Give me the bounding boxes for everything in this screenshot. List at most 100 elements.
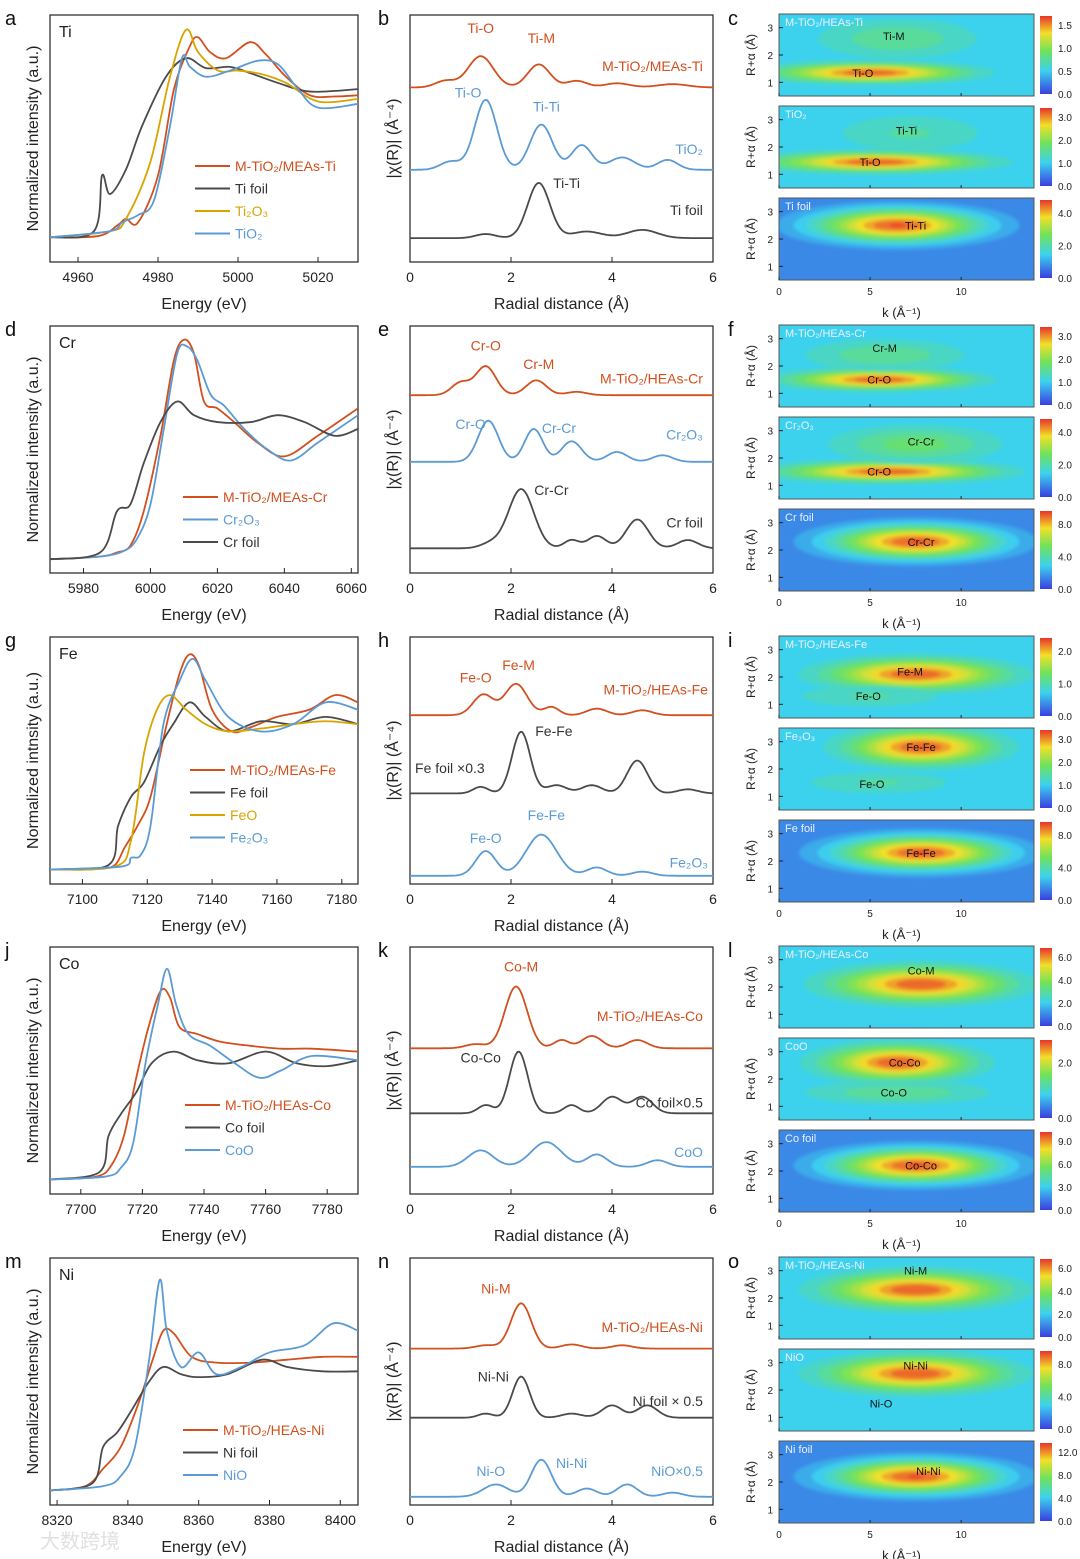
- panel-letter: l: [728, 940, 732, 962]
- peak-label: Ni-O: [476, 1463, 505, 1479]
- y-tick-label: 1: [767, 1194, 773, 1205]
- colorbar-tick-label: 0.0: [1058, 493, 1072, 504]
- y-tick-label: 1: [767, 389, 773, 400]
- x-axis-label: k (Å⁻¹): [882, 1237, 921, 1252]
- feature-label: Fe-O: [856, 691, 882, 703]
- heatmap-contours: [811, 728, 1019, 793]
- legend-label: FeO: [230, 807, 257, 823]
- peak-label: Cr-O: [455, 416, 485, 432]
- series-line: [410, 730, 714, 795]
- x-tick-label: 5000: [222, 269, 253, 285]
- y-axis-label: Normalized intensity (a.u.): [25, 1289, 42, 1475]
- x-axis-label: Radial distance (Å): [494, 294, 629, 313]
- y-axis-label: R+α (Å): [743, 1150, 758, 1192]
- heatmap-contour: [900, 742, 942, 753]
- colorbar-tick-label: 4.0: [1058, 209, 1072, 220]
- x-tick-label: 6: [709, 1201, 717, 1217]
- heatmap-contour: [890, 1368, 941, 1379]
- series-line: [50, 1358, 358, 1492]
- colorbar-tick-label: 1.0: [1058, 44, 1072, 55]
- heatmap-field: [779, 636, 1034, 718]
- y-tick-label: 3: [767, 427, 773, 438]
- colorbar: [1040, 1443, 1052, 1521]
- y-tick-label: 1: [767, 1321, 773, 1332]
- heatmap-field: [779, 14, 1034, 96]
- x-tick-label: 10: [956, 909, 968, 920]
- y-axis-label: R+α (Å): [743, 1461, 758, 1503]
- feature-label: Ti-O: [852, 68, 873, 80]
- y-axis-label: |χ(R)| (Å⁻⁴): [383, 98, 402, 178]
- x-tick-label: 5: [867, 1219, 873, 1230]
- heatmap-contour: [854, 376, 905, 383]
- heatmap-field: [779, 728, 1034, 810]
- x-tick-label: 4: [608, 1512, 616, 1528]
- heatmap-contours: [779, 339, 997, 393]
- x-tick-label: 4980: [142, 269, 173, 285]
- y-axis-label: R+α (Å): [743, 966, 758, 1008]
- series-label: Cr foil: [666, 515, 703, 531]
- x-tick-label: 4960: [62, 269, 93, 285]
- heatmap-field: [779, 946, 1034, 1028]
- x-tick-label: 0: [406, 1512, 414, 1528]
- panel-m: m 8320 8340 8360 8380 8400 Energy (eV) Normaliz…: [5, 1251, 359, 1556]
- x-tick-label: 8380: [254, 1512, 285, 1528]
- panel-c: c M-TiO₂/HEAs-Ti Ti-M Ti-O 1 2 3 R+α (Å) 0.0 0.5 1…: [728, 8, 1072, 320]
- x-tick-label: 0: [776, 1530, 782, 1541]
- heatmap-contour: [889, 128, 931, 139]
- y-tick-label: 3: [767, 1359, 773, 1370]
- legend-label: TiO₂: [235, 226, 262, 242]
- colorbar-tick-label: 2.0: [1058, 1058, 1072, 1069]
- colorbar: [1040, 200, 1052, 278]
- panel-letter: g: [5, 630, 16, 652]
- y-axis-label: R+α (Å): [743, 126, 758, 168]
- x-tick-label: 4: [608, 269, 616, 285]
- panel-l: l M-TiO₂/HEAs-Co Co-M 1 2 3 R+α (Å) 0.0 2.0 4.0 6.…: [728, 940, 1072, 1252]
- colorbar-tick-label: 4.0: [1058, 1287, 1072, 1298]
- series-label: M-TiO₂/MEAs-Ti: [602, 58, 703, 74]
- heatmap-contour: [843, 1085, 952, 1100]
- subplot-title: Ni foil: [785, 1444, 813, 1456]
- heatmap-contour: [876, 1057, 919, 1068]
- heatmap-contour: [851, 27, 944, 51]
- colorbar-tick-label: 6.0: [1058, 953, 1072, 964]
- x-tick-label: 7700: [65, 1201, 96, 1217]
- wavelet-subplot: Cr foil Cr-Cr 1 2 3 R+α (Å) 0.0 4.0 8.0: [743, 508, 1072, 596]
- series-line: [410, 55, 714, 89]
- y-axis-label: R+α (Å): [743, 1277, 758, 1319]
- y-tick-label: 2: [767, 235, 773, 246]
- y-axis-label: R+α (Å): [743, 1369, 758, 1411]
- legend-label: Ni foil: [223, 1445, 258, 1461]
- colorbar-tick-label: 2.0: [1058, 647, 1072, 658]
- element-label: Ti: [59, 24, 72, 41]
- x-tick-label: 7160: [261, 891, 292, 907]
- feature-label: Ni-O: [870, 1399, 893, 1411]
- y-tick-label: 1: [767, 1413, 773, 1424]
- heatmap-contours: [793, 517, 1034, 567]
- feature-label: Fe-M: [897, 667, 923, 679]
- series-line: [50, 1050, 358, 1181]
- y-tick-label: 3: [767, 1451, 773, 1462]
- colorbar: [1040, 511, 1052, 589]
- x-tick-label: 0: [776, 909, 782, 920]
- y-tick-label: 2: [767, 857, 773, 868]
- y-tick-label: 1: [767, 262, 773, 273]
- y-tick-label: 2: [767, 454, 773, 465]
- y-tick-label: 2: [767, 1075, 773, 1086]
- y-tick-label: 2: [767, 1386, 773, 1397]
- y-tick-label: 1: [767, 170, 773, 181]
- x-tick-label: 2: [507, 269, 515, 285]
- x-tick-label: 10: [956, 1219, 968, 1230]
- heatmap-contours: [798, 1266, 1033, 1314]
- peak-label: Ni-M: [481, 1280, 511, 1296]
- heatmap-field: [779, 820, 1034, 902]
- peak-label: Ti-Ti: [533, 98, 560, 114]
- heatmap-contours: [798, 1350, 1033, 1398]
- heatmap-contour: [907, 1163, 925, 1168]
- y-axis-label: R+α (Å): [743, 1058, 758, 1100]
- panel-h: h 0 2 4 6 Radial distance (Å) |χ(R)| (Å⁻⁴) M-Ti…: [378, 630, 717, 935]
- series-label: M-TiO₂/HEAs-Co: [597, 1008, 703, 1024]
- series-line: [410, 1458, 713, 1498]
- subplot-title: CoO: [785, 1041, 808, 1053]
- y-axis-label: R+α (Å): [743, 748, 758, 790]
- element-label: Fe: [59, 646, 78, 663]
